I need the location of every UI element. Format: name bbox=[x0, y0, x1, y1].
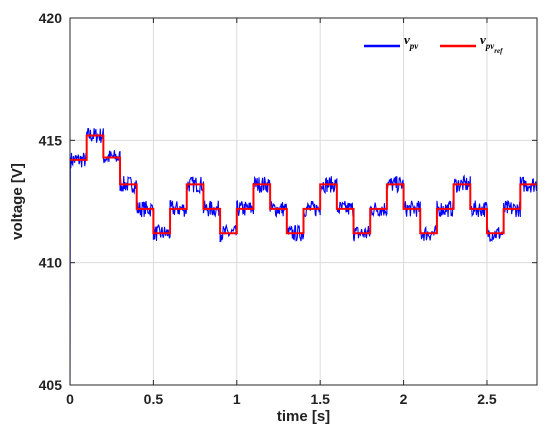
y-axis-label: voltage [V] bbox=[9, 163, 26, 240]
series-group bbox=[70, 127, 537, 385]
x-tick-label: 1.5 bbox=[310, 391, 330, 407]
x-tick-label: 0.5 bbox=[144, 391, 164, 407]
legend: vpv vpvref bbox=[364, 32, 503, 55]
y-tick-label: 415 bbox=[39, 132, 63, 148]
y-tick-label: 410 bbox=[39, 255, 63, 271]
y-tick-label: 420 bbox=[39, 10, 63, 26]
plot-frame bbox=[69, 17, 538, 386]
x-tick-label: 1 bbox=[233, 391, 241, 407]
y-tick-label: 405 bbox=[39, 377, 63, 393]
x-tick-label: 0 bbox=[66, 391, 74, 407]
legend-label: vpv bbox=[404, 32, 419, 51]
legend-label: vpvref bbox=[480, 32, 503, 55]
ticks: 0 0.5 1 1.5 2 2.5 405 410 415 420 bbox=[39, 10, 537, 407]
x-tick-label: 2.5 bbox=[477, 391, 497, 407]
series-line-v-pv-ref bbox=[70, 134, 537, 235]
x-tick-label: 2 bbox=[400, 391, 408, 407]
x-axis-label: time [s] bbox=[277, 408, 330, 425]
plot-area bbox=[70, 18, 537, 385]
